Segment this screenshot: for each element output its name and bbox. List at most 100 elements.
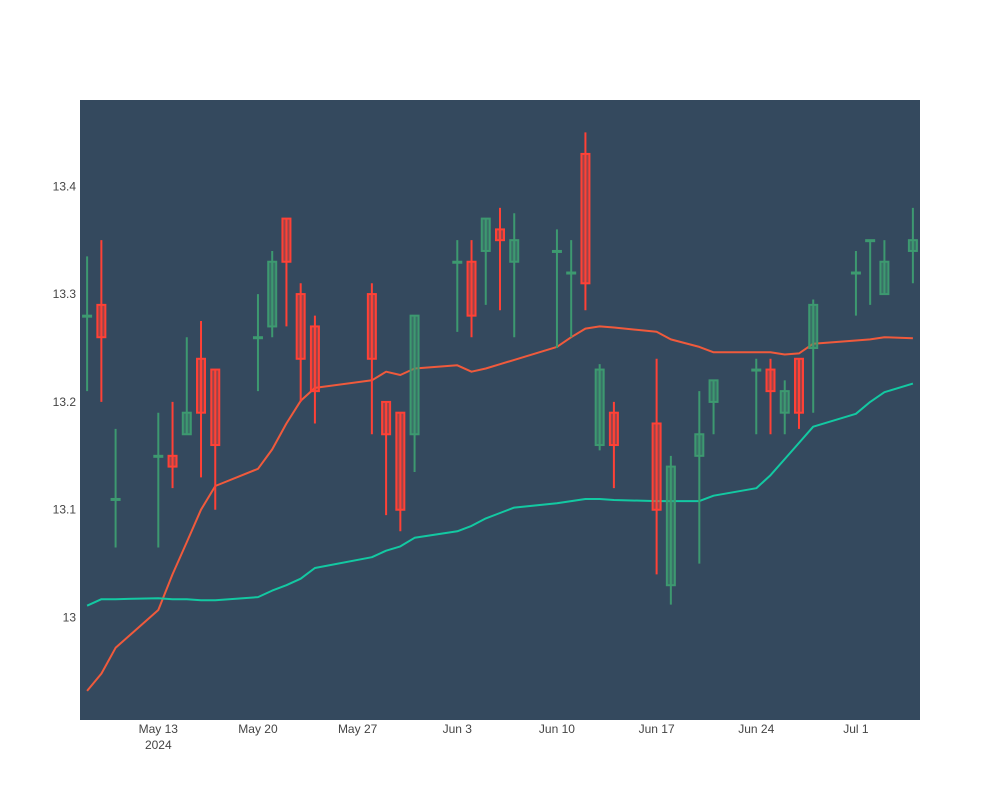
- x-tick-label: Jun 3: [443, 722, 473, 736]
- y-tick-label: 13.1: [53, 503, 77, 517]
- candle-body: [366, 293, 377, 360]
- candle-body: [466, 260, 477, 317]
- candle: [594, 364, 605, 451]
- candle-body: [267, 260, 278, 328]
- candle-body: [779, 390, 790, 414]
- candle: [309, 315, 320, 424]
- candle: [196, 321, 207, 478]
- candle-body: [694, 433, 705, 457]
- candles: [82, 132, 918, 605]
- candle-body: [751, 368, 762, 372]
- candle-body: [153, 454, 164, 458]
- candle: [480, 217, 491, 305]
- candle-body: [865, 239, 876, 243]
- candle: [252, 294, 263, 392]
- candle-body: [196, 357, 207, 414]
- candle: [580, 132, 591, 311]
- candle-body: [295, 293, 306, 360]
- candle-body: [879, 260, 890, 296]
- y-tick-label: 13.2: [53, 395, 77, 409]
- candle: [765, 358, 776, 435]
- x-axis: May 13 2024 May 20 May 27 Jun 3 Jun 10 Jun 17 J…: [139, 722, 869, 752]
- candle: [110, 428, 121, 548]
- x-tick-label: Jun 17: [639, 722, 675, 736]
- y-axis: 13 13.1 13.2 13.3 13.4: [53, 179, 77, 624]
- candle: [210, 368, 221, 510]
- candle: [452, 240, 463, 332]
- candle-body: [907, 239, 918, 252]
- candle-body: [252, 336, 263, 340]
- candle-body: [395, 411, 406, 511]
- candle: [551, 229, 562, 348]
- candle: [694, 391, 705, 564]
- candle: [281, 217, 292, 327]
- x-tick-label: Jun 10: [539, 722, 575, 736]
- candle: [381, 400, 392, 516]
- x-tick-label: May 13: [139, 722, 179, 736]
- candle: [608, 401, 619, 489]
- candle-body: [551, 249, 562, 253]
- x-tick-year-label: 2024: [145, 738, 172, 752]
- candle-body: [480, 217, 491, 252]
- candle-body: [452, 260, 463, 264]
- candle: [708, 379, 719, 435]
- candle-body: [409, 314, 420, 436]
- candle: [850, 250, 861, 316]
- candle-body: [181, 411, 192, 436]
- candle: [808, 299, 819, 413]
- candle: [181, 337, 192, 436]
- candle: [167, 401, 178, 489]
- candle-body: [651, 422, 662, 511]
- candle-body: [665, 465, 676, 587]
- candle: [295, 283, 306, 402]
- candle-body: [210, 368, 221, 447]
- candle: [907, 207, 918, 284]
- candle-body: [167, 454, 178, 468]
- y-tick-label: 13: [63, 611, 77, 625]
- y-tick-label: 13.4: [53, 179, 77, 193]
- candle-body: [381, 400, 392, 436]
- candle-body: [765, 368, 776, 393]
- x-tick-label: Jul 1: [843, 722, 869, 736]
- candle: [366, 283, 377, 435]
- x-tick-label: May 20: [238, 722, 278, 736]
- candle: [779, 380, 790, 435]
- candle: [879, 240, 890, 296]
- candle-body: [96, 303, 107, 339]
- candle-body: [708, 379, 719, 403]
- candle: [651, 358, 662, 575]
- candle: [96, 240, 107, 402]
- candle: [395, 411, 406, 532]
- candle-body: [594, 368, 605, 447]
- moving-average-line-2: [86, 382, 914, 607]
- candle: [466, 240, 477, 338]
- candle: [793, 357, 804, 429]
- candle-body: [495, 228, 505, 242]
- candle: [566, 240, 577, 338]
- candle: [82, 256, 93, 392]
- candle-body: [808, 303, 819, 350]
- candle-body: [309, 325, 320, 393]
- candle: [409, 314, 420, 472]
- candle: [865, 239, 876, 305]
- moving-average-line-1: [86, 325, 913, 692]
- candle-body: [850, 271, 861, 275]
- candle-body: [608, 411, 619, 447]
- candle-body: [82, 314, 93, 318]
- x-tick-label: Jun 24: [738, 722, 774, 736]
- y-tick-label: 13.3: [53, 287, 77, 301]
- candle-body: [110, 497, 121, 501]
- candle: [751, 358, 762, 435]
- moving-average-lines: [86, 325, 914, 692]
- candle: [495, 207, 505, 311]
- candle-body: [793, 357, 804, 414]
- x-tick-label: May 27: [338, 722, 378, 736]
- candle: [665, 455, 676, 605]
- candle-body: [580, 152, 591, 285]
- candle-body: [281, 217, 292, 263]
- candle-body: [566, 271, 577, 275]
- candle: [509, 213, 520, 338]
- candle-body: [509, 239, 520, 263]
